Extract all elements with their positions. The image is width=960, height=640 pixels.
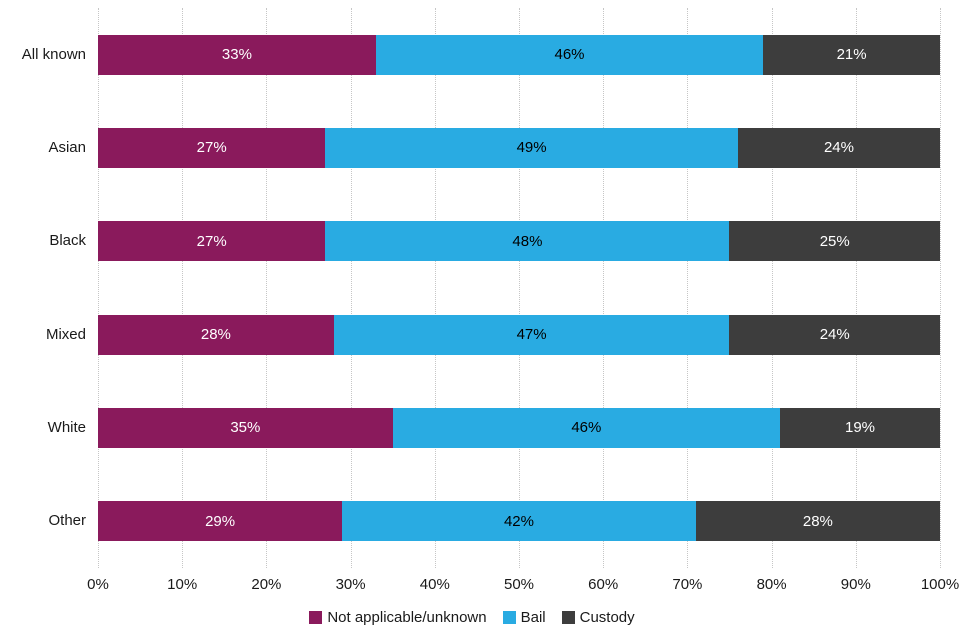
- x-tick-label: 100%: [920, 576, 960, 593]
- segment-value-label: 47%: [516, 326, 547, 344]
- bar-segment: 21%: [763, 34, 940, 75]
- legend: Not applicable/unknown Bail Custody: [4, 600, 940, 634]
- x-axis: 0% 10% 20% 30% 40% 50% 60% 70% 80% 90% 100%: [4, 568, 959, 600]
- legend-label: Bail: [520, 608, 546, 626]
- bar-segment: 33%: [98, 34, 376, 75]
- bar-rows: 33% 46% 21% 27% 49% 24% 27% 48% 25% 28% 47% 24% 35% 4…: [98, 8, 940, 568]
- legend-item: Bail: [502, 608, 546, 626]
- legend-swatch: [309, 610, 323, 624]
- x-tick-label: 50%: [503, 576, 535, 593]
- segment-value-label: 49%: [516, 139, 547, 157]
- category-label: Black: [49, 232, 86, 250]
- bar-segment: 27%: [98, 221, 326, 262]
- legend-swatch: [502, 610, 516, 624]
- bar-segment: 19%: [780, 407, 940, 448]
- bar-row: 35% 46% 19%: [98, 407, 940, 448]
- legend-swatch: [561, 610, 575, 624]
- x-tick-label: 30%: [335, 576, 366, 593]
- x-tick-label: 70%: [672, 576, 703, 593]
- gridline: [940, 8, 941, 568]
- bar-segment: 24%: [737, 127, 940, 168]
- category-label: Asian: [48, 138, 86, 156]
- bar-segment: 27%: [98, 127, 326, 168]
- gridline: [771, 8, 773, 568]
- x-axis-spacer: [4, 568, 98, 600]
- x-tick-label: 0%: [87, 576, 109, 593]
- segment-value-label: 42%: [503, 512, 534, 530]
- y-axis-labels: All known Asian Black Mixed White Other: [4, 8, 98, 568]
- bar-segment: 25%: [729, 221, 940, 262]
- category-label: White: [47, 418, 86, 436]
- segment-value-label: 29%: [205, 512, 236, 530]
- bar-row: 28% 47% 24%: [98, 314, 940, 355]
- gridline: [98, 8, 99, 568]
- bar-row: 27% 48% 25%: [98, 221, 940, 262]
- gridline: [603, 8, 605, 568]
- bar-segment: 24%: [729, 314, 940, 355]
- bar-segment: 47%: [333, 314, 730, 355]
- bar-segment: 29%: [98, 501, 343, 542]
- bar-row: 29% 42% 28%: [98, 501, 940, 542]
- segment-value-label: 48%: [512, 232, 543, 250]
- segment-value-label: 46%: [554, 46, 585, 64]
- plot-area: 33% 46% 21% 27% 49% 24% 27% 48% 25% 28% 47% 24% 35% 4…: [98, 8, 941, 568]
- x-tick-label: 10%: [167, 576, 198, 593]
- gridline: [434, 8, 436, 568]
- x-tick-label: 90%: [840, 576, 871, 593]
- gridline: [687, 8, 689, 568]
- segment-value-label: 28%: [200, 326, 231, 344]
- category-label: Other: [48, 512, 86, 530]
- segment-value-label: 27%: [196, 139, 227, 157]
- gridline: [855, 8, 857, 568]
- bar-segment: 42%: [342, 501, 696, 542]
- bar-segment: 48%: [325, 221, 730, 262]
- segment-value-label: 24%: [823, 139, 854, 157]
- segment-value-label: 28%: [802, 512, 833, 530]
- bar-row: 27% 49% 24%: [98, 127, 940, 168]
- segment-value-label: 21%: [836, 46, 867, 64]
- bar-row: 33% 46% 21%: [98, 34, 940, 75]
- x-tick-label: 60%: [588, 576, 619, 593]
- gridlines: [98, 8, 941, 568]
- gridline: [519, 8, 520, 568]
- chart-main: All known Asian Black Mixed White Other 33% 46…: [4, 8, 941, 568]
- segment-value-label: 24%: [819, 326, 850, 344]
- segment-value-label: 35%: [230, 419, 261, 437]
- bar-segment: 28%: [695, 501, 940, 542]
- gridline: [182, 8, 184, 568]
- segment-value-label: 27%: [196, 232, 227, 250]
- bar-segment: 49%: [325, 127, 738, 168]
- bar-segment: 46%: [392, 407, 780, 448]
- bar-segment: 46%: [375, 34, 764, 75]
- gridline: [350, 8, 352, 568]
- legend-label: Custody: [579, 608, 635, 626]
- bar-segment: 28%: [98, 314, 334, 355]
- category-label: All known: [21, 45, 86, 63]
- category-label: Mixed: [45, 325, 86, 343]
- gridline: [266, 8, 268, 568]
- x-axis-ticks: 0% 10% 20% 30% 40% 50% 60% 70% 80% 90% 100%: [87, 568, 959, 600]
- segment-value-label: 19%: [844, 419, 876, 437]
- segment-value-label: 25%: [819, 232, 850, 250]
- x-tick-label: 40%: [419, 576, 450, 593]
- legend-item: Custody: [561, 608, 635, 626]
- x-tick-label: 20%: [251, 576, 282, 593]
- bar-segment: 35%: [98, 407, 393, 448]
- legend-label: Not applicable/unknown: [327, 608, 487, 626]
- x-tick-label: 80%: [756, 576, 787, 593]
- legend-item: Not applicable/unknown: [309, 608, 487, 626]
- segment-value-label: 33%: [221, 46, 252, 64]
- segment-value-label: 46%: [571, 419, 602, 437]
